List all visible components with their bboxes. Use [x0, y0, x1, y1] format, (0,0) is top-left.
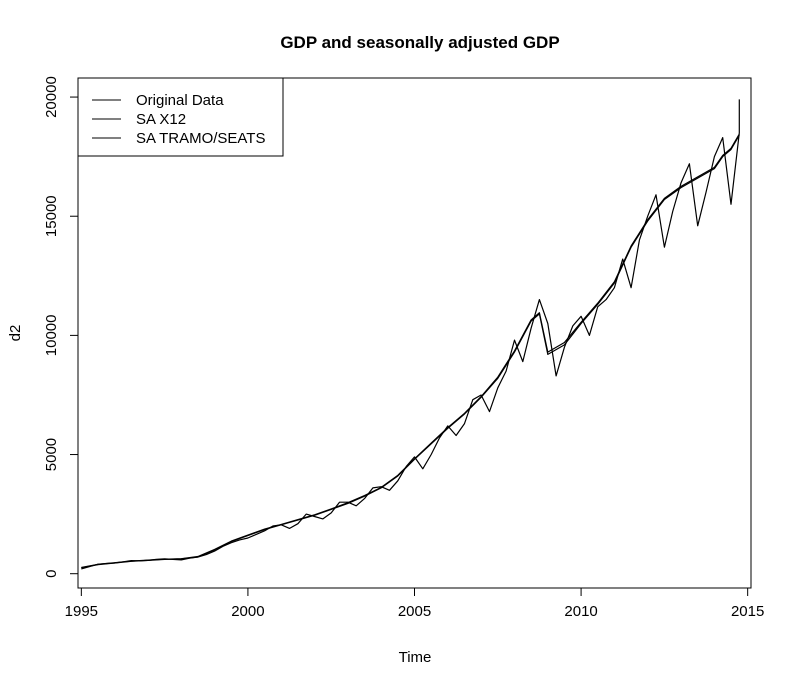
y-tick-label: 15000: [43, 195, 60, 237]
legend-label-1: Original Data: [136, 92, 224, 109]
x-axis: 1995 2000 2005 2010 2015: [65, 587, 764, 620]
legend: Original Data SA X12 SA TRAMO/SEATS: [77, 77, 284, 157]
x-tick-label: 2015: [731, 603, 764, 620]
y-tick-label: 0: [43, 570, 60, 578]
chart-title: GDP and seasonally adjusted GDP: [280, 33, 559, 52]
x-tick-label: 2005: [398, 603, 431, 620]
y-tick-label: 5000: [43, 438, 60, 471]
legend-label-2: SA X12: [136, 111, 186, 128]
x-axis-label: Time: [399, 649, 432, 666]
series-line-2: [81, 134, 740, 569]
x-tick-label: 2010: [564, 603, 597, 620]
x-tick-label: 1995: [65, 603, 98, 620]
legend-box: [77, 77, 284, 157]
series-line-3: [81, 133, 740, 569]
x-tick-label: 2000: [231, 603, 264, 620]
y-axis: 0 5000 10000 15000 20000: [43, 76, 79, 578]
series-line-1: [81, 99, 740, 570]
y-tick-label: 10000: [43, 315, 60, 357]
legend-label-3: SA TRAMO/SEATS: [136, 130, 265, 147]
y-tick-label: 20000: [43, 76, 60, 118]
series-group: [81, 99, 740, 570]
y-axis-label: d2: [7, 325, 24, 342]
